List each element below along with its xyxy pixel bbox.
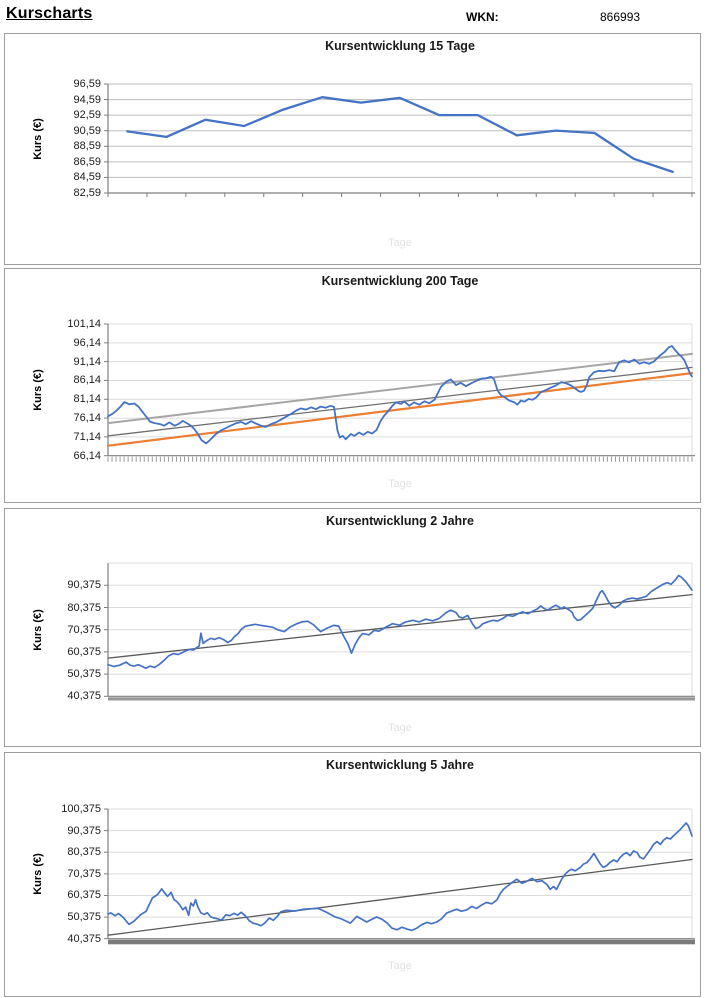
y-tick-label: 90,375 (67, 579, 101, 592)
trend-line (107, 858, 693, 936)
y-tick-label: 50,375 (67, 911, 101, 924)
chart-panel-4: Kursentwicklung 5 Jahre Kurs (€) Tage 10… (4, 752, 701, 997)
y-tick-label: 80,375 (67, 846, 101, 859)
trend-line (107, 366, 693, 437)
chart-title: Kursentwicklung 15 Tage (325, 39, 475, 53)
page-title: Kurscharts (6, 5, 93, 22)
y-tick-label: 40,375 (67, 932, 101, 945)
y-tick-label: 82,59 (73, 187, 101, 199)
chart-plot-svg (104, 83, 695, 197)
wkn-value: 866993 (600, 10, 641, 24)
y-tick-label: 80,375 (67, 601, 101, 614)
chart-title: Kursentwicklung 200 Tage (321, 274, 479, 288)
y-tick-label: 94,59 (73, 93, 101, 106)
price-line (107, 574, 693, 670)
y-tick-label: 71,14 (73, 430, 101, 443)
x-axis-tick-band (108, 697, 695, 701)
price-line (126, 96, 674, 174)
chart-plot-svg (104, 323, 695, 462)
chart-plot-svg (104, 808, 695, 945)
y-tick-label: 90,375 (67, 824, 101, 837)
y-tick-label: 66,14 (73, 449, 101, 462)
chart-panel-1: Kursentwicklung 15 Tage Kurs (€) Tage 96… (4, 33, 701, 265)
y-tick-label: 88,59 (73, 140, 101, 153)
y-tick-label: 101,14 (67, 318, 101, 330)
wkn-label: WKN: (466, 10, 499, 24)
y-tick-label: 60,375 (67, 889, 101, 902)
x-axis-title: Tage (388, 237, 412, 249)
y-tick-label: 96,14 (73, 336, 101, 349)
y-tick-label: 50,375 (67, 668, 101, 681)
x-axis-title: Tage (388, 960, 412, 972)
y-tick-label: 70,375 (67, 623, 101, 636)
trend-line (107, 352, 693, 425)
y-tick-label: 86,14 (73, 374, 101, 387)
chart-panel-3: Kursentwicklung 2 Jahre Kurs (€) Tage 90… (4, 508, 701, 747)
chart-plot-svg (104, 562, 695, 701)
x-axis-tick-band (108, 939, 695, 945)
y-tick-label: 92,59 (73, 109, 101, 122)
y-tick-label: 60,375 (67, 645, 101, 658)
y-tick-label: 91,14 (73, 355, 101, 368)
y-tick-label: 76,14 (73, 412, 101, 425)
chart-title: Kursentwicklung 5 Jahre (326, 758, 474, 772)
y-tick-label: 90,59 (73, 124, 101, 137)
y-tick-label: 40,375 (67, 690, 101, 703)
y-tick-label: 84,59 (73, 171, 101, 184)
x-axis-title: Tage (388, 478, 412, 490)
y-tick-label: 100,375 (61, 803, 101, 815)
y-tick-label: 81,14 (73, 393, 101, 406)
chart-panel-2: Kursentwicklung 200 Tage Kurs (€) Tage 1… (4, 268, 701, 503)
x-axis-title: Tage (388, 722, 412, 734)
y-tick-label: 70,375 (67, 867, 101, 880)
price-line (107, 822, 693, 932)
y-tick-label: 86,59 (73, 155, 101, 168)
chart-title: Kursentwicklung 2 Jahre (326, 514, 474, 528)
y-tick-label: 96,59 (73, 78, 101, 90)
price-line (107, 345, 693, 445)
trend-line (106, 371, 694, 447)
